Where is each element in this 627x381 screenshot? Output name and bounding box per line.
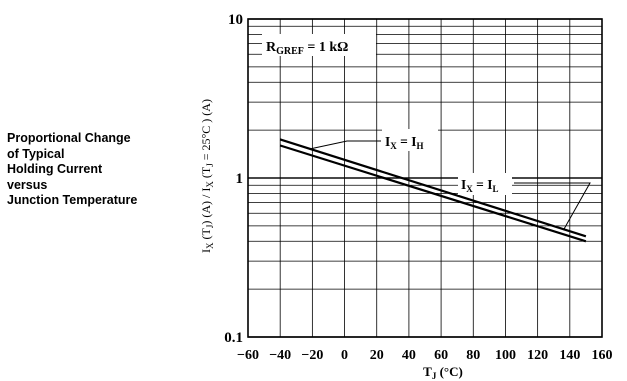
- tick-labels: −60 −40 −20 0 20 40 60 80 100 120 140 160 0.1 1 10 TJ (…: [199, 12, 613, 381]
- series-layer: [279, 138, 587, 243]
- x-axis-label: TJ (°C): [423, 364, 463, 381]
- series-line-2: [279, 144, 587, 243]
- series-label-il: IX = IL: [461, 177, 498, 194]
- y-tick-label: 10: [228, 12, 243, 28]
- figure-caption: Proportional Change of Typical Holding C…: [7, 131, 192, 209]
- series-label-ih: IX = IH: [385, 134, 423, 151]
- x-tick-label: −20: [301, 348, 323, 363]
- series-line-1: [279, 138, 587, 238]
- x-tick-label: 100: [495, 348, 516, 363]
- condition-label-bg: [262, 34, 376, 56]
- x-tick-label: 120: [527, 348, 548, 363]
- x-tick-label: 60: [434, 348, 448, 363]
- caption-line: Proportional Change: [7, 131, 131, 145]
- caption-line: Holding Current: [7, 162, 103, 176]
- x-tick-label: 20: [370, 348, 384, 363]
- x-tick-label: 140: [559, 348, 580, 363]
- caption-line: Junction Temperature: [7, 193, 138, 207]
- x-tick-label: −60: [237, 348, 259, 363]
- y-tick-label: 1: [236, 171, 244, 187]
- caption-line: of Typical: [7, 146, 65, 161]
- series-label-bg: [382, 129, 438, 151]
- x-tick-label: 160: [592, 348, 613, 363]
- grid: [247, 18, 603, 338]
- condition-label: RGREF = 1 kΩ: [266, 40, 348, 57]
- x-tick-label: 80: [466, 348, 480, 363]
- plot-frame: [247, 18, 603, 338]
- x-tick-label: −40: [269, 348, 291, 363]
- y-axis-label: IX (TJ) (A) / IX (TJ = 25°C ) (A): [199, 99, 215, 253]
- x-tick-label: 0: [341, 348, 348, 363]
- x-tick-label: 40: [402, 348, 416, 363]
- leader-line-il: [514, 182, 591, 231]
- leader-line-ih: [308, 140, 381, 150]
- series-label-bg: [458, 173, 512, 195]
- annotations: RGREF = 1 kΩ IX = IH IX = IL: [262, 34, 591, 231]
- y-tick-label: 0.1: [224, 330, 243, 346]
- caption-line: versus: [7, 177, 48, 192]
